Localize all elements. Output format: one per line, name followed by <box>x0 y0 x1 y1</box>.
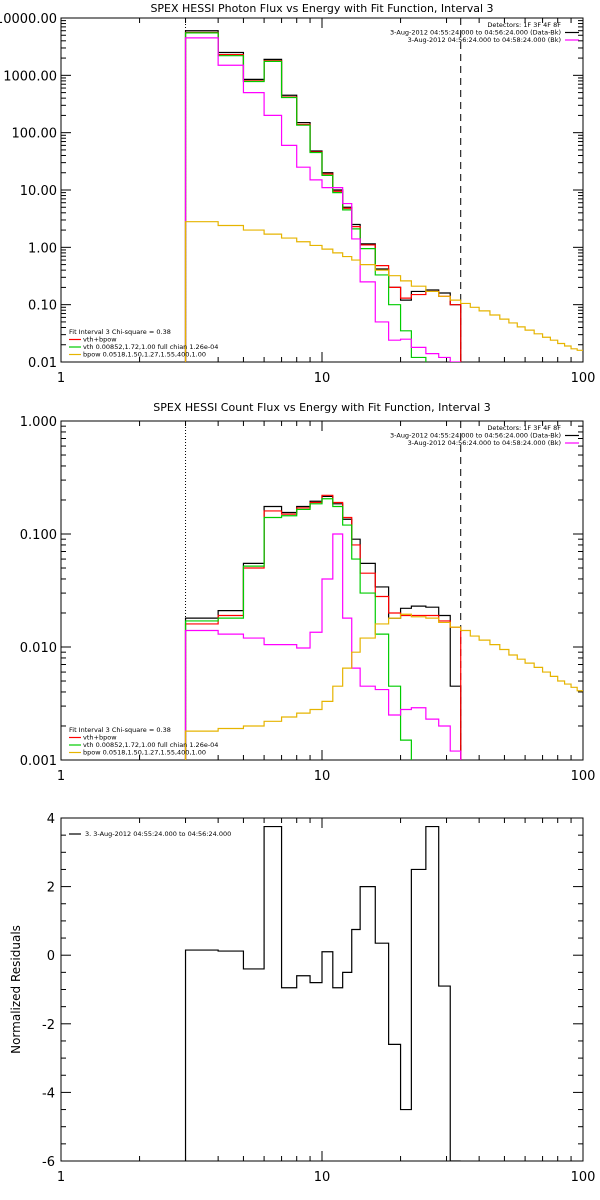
y-tick-label: 100.00 <box>12 127 58 142</box>
x-tick-label: 1 <box>57 769 65 784</box>
legend-text: 3-Aug-2012 04:55:24.000 to 04:56:24.000 … <box>390 432 561 440</box>
y-tick-label: 0.001 <box>20 754 57 769</box>
chart-panel-2: SPEX HESSI Count Flux vs Energy with Fit… <box>20 401 596 784</box>
legend-text: 3-Aug-2012 04:56:24.000 to 04:58:24.000 … <box>408 36 561 44</box>
series-total <box>184 31 462 362</box>
legend-text: Fit Interval 3 Chi-square = 0.38 <box>69 328 171 336</box>
legend-text: bpow 0.0518,1.50,1.27,1.55,400,1.00 <box>83 351 206 359</box>
y-tick-label: 0.010 <box>20 641 57 656</box>
y-tick-label: 0.10 <box>28 299 57 314</box>
series-vth <box>184 32 427 362</box>
series-bpow <box>184 221 583 362</box>
y-tick-label: 10.00 <box>20 184 57 199</box>
series-bk <box>184 533 462 760</box>
series-vth <box>184 498 412 760</box>
series-total <box>184 494 462 760</box>
y-tick-label: 0 <box>47 949 55 964</box>
chart-panel-1: SPEX HESSI Photon Flux vs Energy with Fi… <box>0 2 595 386</box>
legend-text: vth 0.00852,1.72,1.00 full chian 1.26e-0… <box>83 343 218 351</box>
series-data <box>184 825 461 1161</box>
legend-text: vth+bpow <box>83 336 117 344</box>
y-tick-label: -6 <box>42 1155 55 1170</box>
legend-text: vth+bpow <box>83 734 117 742</box>
series-data <box>184 495 462 760</box>
x-tick-label: 10 <box>314 371 331 386</box>
legend-text: 3-Aug-2012 04:55:24.000 to 04:56:24.000 … <box>390 29 561 37</box>
chart-title: SPEX HESSI Photon Flux vs Energy with Fi… <box>150 2 493 15</box>
y-tick-label: 1.00 <box>28 241 57 256</box>
legend-text: Fit Interval 3 Chi-square = 0.38 <box>69 726 171 734</box>
series-bk <box>184 37 461 362</box>
plot-area <box>184 421 583 760</box>
y-tick-label: 10000.00 <box>0 12 57 27</box>
plot-area <box>184 825 461 1161</box>
plot-area <box>184 18 583 362</box>
legend-text: Detectors: 1F 3F 4F 8F <box>487 21 561 29</box>
x-tick-label: 100 <box>571 769 596 784</box>
plot-frame <box>60 17 584 363</box>
y-tick-label: 0.100 <box>20 528 57 543</box>
x-tick-label: 1 <box>57 1170 65 1185</box>
legend-text: 3. 3-Aug-2012 04:55:24.000 to 04:56:24.0… <box>85 830 231 838</box>
chart-title: SPEX HESSI Count Flux vs Energy with Fit… <box>153 401 490 414</box>
chart-panel-3: Normalized Residuals 1 10 100 4 2 0 -2 -4 -6 3. 3-… <box>9 812 595 1185</box>
plot-frame <box>60 817 584 1162</box>
y-tick-label: 1.000 <box>20 415 57 430</box>
x-tick-label: 10 <box>314 769 331 784</box>
y-tick-label: 4 <box>47 812 55 827</box>
x-tick-label: 1 <box>57 371 65 386</box>
x-tick-label: 100 <box>571 371 596 386</box>
y-tick-label: -2 <box>42 1018 55 1033</box>
x-tick-label: 100 <box>571 1170 596 1185</box>
series-bpow <box>184 613 583 760</box>
legend-text: bpow 0.0518,1.50,1.27,1.55,400,1.00 <box>83 749 206 757</box>
x-tick-label: 10 <box>314 1170 331 1185</box>
y-tick-label: 0.01 <box>28 356 57 371</box>
y-axis-label: Normalized Residuals <box>9 925 23 1054</box>
series-data <box>184 30 462 362</box>
y-tick-label: -4 <box>42 1086 55 1101</box>
legend-text: 3-Aug-2012 04:56:24.000 to 04:58:24.000 … <box>408 439 561 447</box>
legend-text: vth 0.00852,1.72,1.00 full chian 1.26e-0… <box>83 741 218 749</box>
legend-text: Detectors: 1F 3F 4F 8F <box>487 424 561 432</box>
y-tick-label: 2 <box>47 881 55 896</box>
y-tick-label: 1000.00 <box>3 69 57 84</box>
